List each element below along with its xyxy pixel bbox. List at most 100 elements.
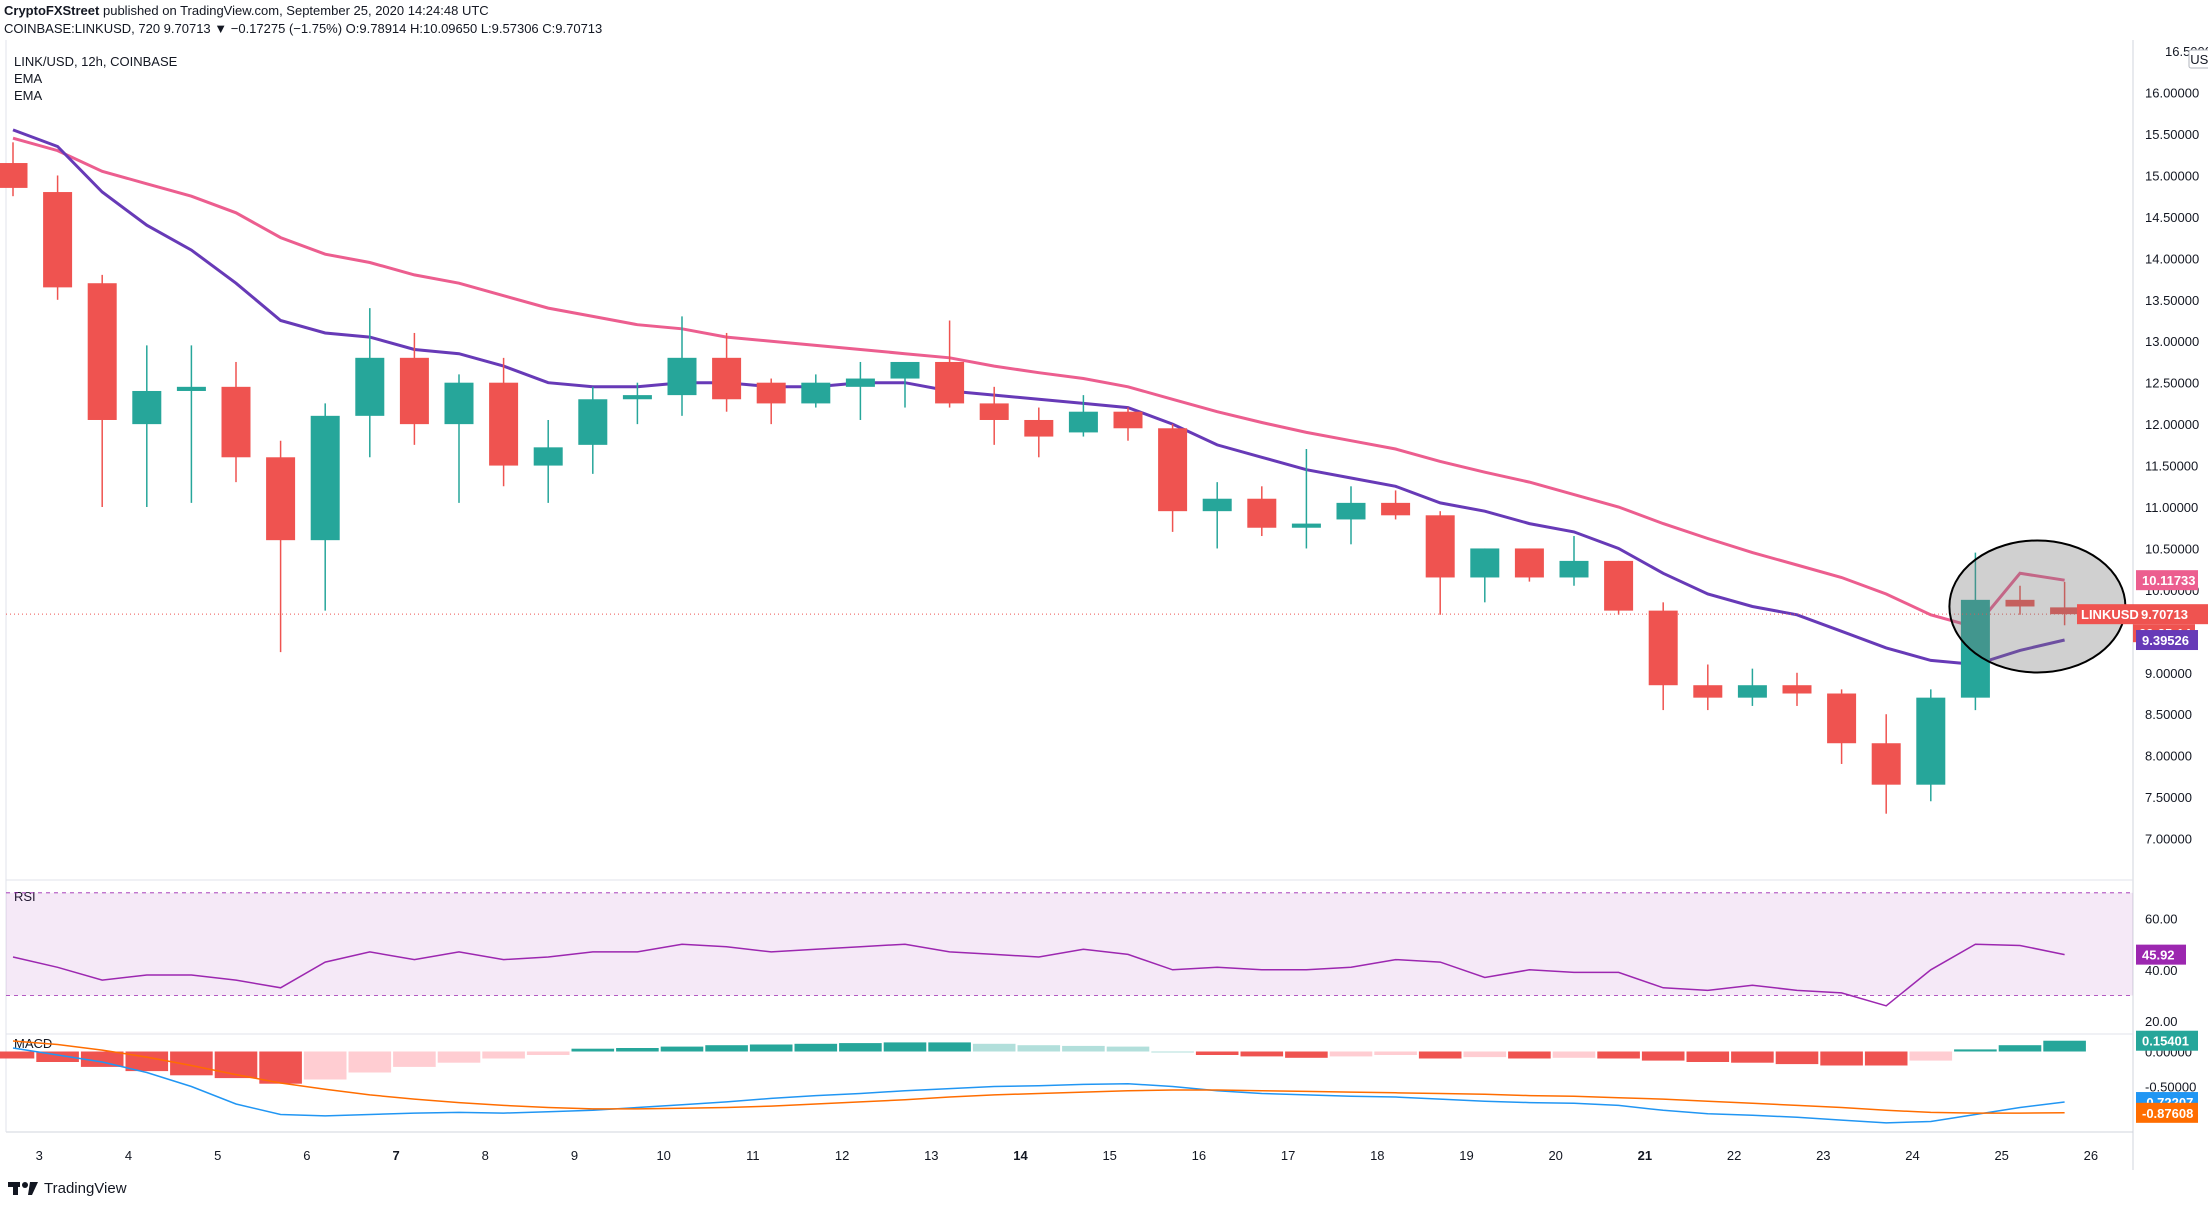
candle-body bbox=[87, 283, 117, 420]
macd-histogram-bar bbox=[1731, 1051, 1774, 1063]
macd-histogram-bar bbox=[1329, 1051, 1373, 1057]
rsi-tick-label: 20.00 bbox=[2145, 1014, 2178, 1029]
price-tick-label: 12.50000 bbox=[2145, 376, 2199, 391]
candle-body bbox=[1693, 685, 1723, 698]
candle-body bbox=[1024, 419, 1054, 437]
tradingview-brand[interactable]: TradingView bbox=[8, 1180, 127, 1197]
time-tick-label: 16 bbox=[1192, 1148, 1206, 1163]
candle-body bbox=[1916, 697, 1946, 785]
time-tick-label: 12 bbox=[835, 1148, 849, 1163]
macd-histogram-bar bbox=[839, 1043, 882, 1052]
last-price-tag-bg bbox=[2077, 604, 2208, 625]
symbol-legend: LINK/USD, 12h, COINBASE bbox=[14, 54, 178, 69]
ema-fast-value-tag-bg bbox=[2136, 630, 2198, 651]
macd-histogram-bar bbox=[571, 1048, 615, 1052]
macd-histogram-bar bbox=[1374, 1051, 1417, 1055]
time-tick-label: 24 bbox=[1905, 1148, 1919, 1163]
macd-histogram-bar bbox=[883, 1042, 927, 1052]
last-price-value: 9.70713 bbox=[2141, 607, 2188, 622]
macd-line bbox=[12, 1047, 2065, 1124]
macd-histogram-bar bbox=[214, 1051, 258, 1079]
macd-histogram-bar bbox=[1508, 1051, 1551, 1059]
rsi-value-tag: 45.92 bbox=[2142, 948, 2175, 963]
macd-histogram-bar bbox=[1775, 1051, 1819, 1065]
signal-value-tag-bg bbox=[2136, 1102, 2198, 1123]
time-tick-label: 26 bbox=[2084, 1148, 2098, 1163]
macd-tick-label: -0.50000 bbox=[2145, 1080, 2196, 1095]
price-tick-label: 14.00000 bbox=[2145, 251, 2199, 266]
macd-histogram-bar bbox=[1820, 1051, 1863, 1066]
time-tick-label: 5 bbox=[214, 1148, 221, 1163]
macd-histogram-bar bbox=[794, 1043, 838, 1052]
time-tick-label: 21 bbox=[1638, 1148, 1652, 1163]
time-tick-label: 19 bbox=[1459, 1148, 1473, 1163]
time-tick-label: 18 bbox=[1370, 1148, 1384, 1163]
time-tick-label: 3 bbox=[36, 1148, 43, 1163]
candle-body bbox=[1113, 411, 1143, 429]
candle-body bbox=[1514, 548, 1544, 578]
rsi-band bbox=[6, 892, 2133, 996]
candle-body bbox=[1247, 498, 1277, 528]
time-tick-label: 15 bbox=[1102, 1148, 1116, 1163]
currency-badge[interactable] bbox=[2188, 49, 2208, 69]
time-tick-label: 7 bbox=[392, 1148, 399, 1163]
price-tick-label: 12.00000 bbox=[2145, 417, 2199, 432]
time-tick-label: 11 bbox=[746, 1148, 760, 1163]
price-tick-label: 11.50000 bbox=[2145, 459, 2198, 474]
time-tick-label: 8 bbox=[482, 1148, 489, 1163]
rsi-tick-label: 40.00 bbox=[2145, 963, 2178, 978]
ema-slow-value-tag-bg bbox=[2136, 570, 2198, 591]
candle-body bbox=[355, 357, 385, 416]
candle-body bbox=[979, 403, 1009, 420]
candle-body bbox=[890, 361, 920, 379]
macd-histogram-bar bbox=[1552, 1051, 1596, 1058]
macd-histogram-bar bbox=[1463, 1051, 1507, 1058]
rsi-tick-label: 60.00 bbox=[2145, 912, 2178, 927]
macd-histogram-bar bbox=[1597, 1051, 1640, 1059]
macd-hist-value-tag: 0.15401 bbox=[2142, 1034, 2189, 1049]
candle-body bbox=[935, 361, 965, 404]
macd-histogram-bar bbox=[393, 1051, 436, 1067]
price-tick-label: 10.50000 bbox=[2145, 541, 2199, 556]
macd-histogram-bar bbox=[0, 1051, 35, 1059]
macd-histogram-bar bbox=[1285, 1051, 1328, 1058]
price-tick-label: 11.00000 bbox=[2145, 500, 2198, 515]
macd-histogram-bar bbox=[2043, 1040, 2086, 1052]
quote-line: COINBASE:LINKUSD, 720 9.70713 ▼ −0.17275… bbox=[4, 21, 603, 36]
candle-body bbox=[622, 395, 652, 400]
price-tick-label: 8.50000 bbox=[2145, 707, 2192, 722]
ema-slow-line bbox=[12, 136, 2065, 629]
signal-line bbox=[12, 1040, 2065, 1114]
candle-body bbox=[1782, 685, 1812, 694]
macd-histogram-bar bbox=[1151, 1051, 1194, 1053]
macd-histogram-bar bbox=[482, 1051, 525, 1059]
candle-body bbox=[712, 357, 742, 400]
publisher-name[interactable]: CryptoFXStreet bbox=[4, 3, 100, 18]
price-tick-label: 7.50000 bbox=[2145, 790, 2192, 805]
ema-fast-value-tag: 9.39526 bbox=[2142, 633, 2189, 648]
ema-legend-1[interactable]: EMA bbox=[14, 71, 43, 86]
macd-histogram-bar bbox=[526, 1051, 570, 1055]
candle-body bbox=[43, 192, 73, 288]
candle-body bbox=[1827, 693, 1857, 744]
candle-body bbox=[1158, 428, 1188, 512]
time-tick-label: 6 bbox=[303, 1148, 310, 1163]
macd-histogram-bar bbox=[1106, 1046, 1150, 1052]
candle-body bbox=[1202, 498, 1232, 512]
time-tick-label: 22 bbox=[1727, 1148, 1741, 1163]
candle-body bbox=[667, 357, 697, 396]
price-tick-label: 13.00000 bbox=[2145, 334, 2199, 349]
macd-label: MACD bbox=[14, 1036, 52, 1051]
time-tick-label: 20 bbox=[1548, 1148, 1562, 1163]
ema-legend-2[interactable]: EMA bbox=[14, 88, 43, 103]
time-tick-label: 10 bbox=[656, 1148, 670, 1163]
candle-body bbox=[756, 382, 786, 404]
macd-histogram-bar bbox=[1240, 1051, 1284, 1057]
macd-histogram-bar bbox=[1998, 1045, 2042, 1052]
macd-histogram-bar bbox=[348, 1051, 392, 1073]
time-tick-label: 13 bbox=[924, 1148, 938, 1163]
ema-slow-value-tag: 10.11733 bbox=[2142, 573, 2196, 588]
candle-body bbox=[1336, 502, 1366, 520]
macd-histogram-bar bbox=[125, 1051, 169, 1072]
